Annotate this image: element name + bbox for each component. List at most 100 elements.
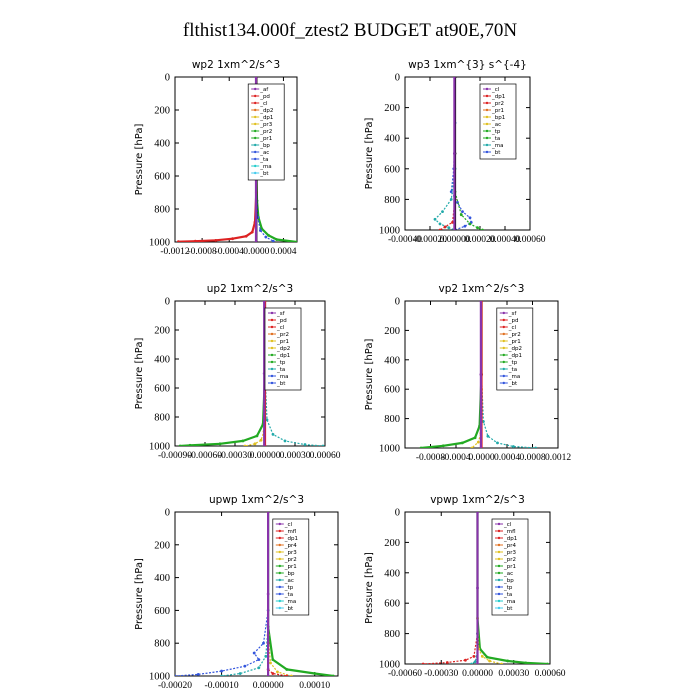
data-point [175,674,177,676]
legend-marker [270,353,274,357]
legend-label: _pr4 [284,543,298,549]
series-line [267,512,287,676]
x-tick-label: -0.00020 [413,235,447,245]
data-point [476,662,479,664]
data-point [214,238,218,242]
data-point [468,216,472,220]
legend-label: _pr4 [503,543,517,549]
data-point [176,240,180,242]
data-point [496,441,499,445]
x-tick-label: -0.0004 [215,247,245,257]
y-tick-label: 600 [154,606,170,617]
y-axis-label: Pressure [hPa] [134,558,145,630]
x-tick-label: 0.0000 [468,453,494,463]
y-tick-label: 1000 [149,238,170,249]
legend-marker [502,381,505,385]
y-axis-label: Pressure [hPa] [134,338,145,410]
data-point [451,220,454,224]
legend-marker [485,115,489,119]
legend-marker [497,571,501,575]
legend-marker [278,585,281,589]
page-title: flthist134.000f_ztest2 BUDGET at90E,70N [182,20,518,41]
series-line [175,512,269,676]
legend-marker [270,367,274,371]
data-point [511,445,515,448]
data-point [244,234,248,238]
data-point [546,662,549,664]
data-point [470,446,474,448]
legend-label: _dp1 [284,536,298,542]
legend-marker [254,122,257,126]
y-tick-label: 0 [165,297,170,308]
legend-marker [502,311,505,315]
series-line [244,301,266,446]
y-axis-label: Pressure [hPa] [364,118,375,190]
data-point [480,655,484,658]
data-point [313,672,317,675]
data-point [470,662,473,664]
legend-marker [502,360,505,364]
data-point [463,224,467,228]
x-tick-label: 0.00060 [535,669,566,679]
legend-label: _bt [284,606,294,612]
data-point [441,210,444,214]
legend-marker [254,164,257,168]
data-point [266,592,270,596]
legend-label: _tp [276,360,286,366]
data-point [265,418,269,422]
y-tick-label: 200 [154,540,170,551]
legend-label: _tp [491,129,501,135]
legend-label: _mfl [503,529,516,535]
legend-label: _sf [276,311,286,317]
y-tick-label: 800 [154,639,170,650]
legend-marker [254,101,257,105]
y-tick-label: 600 [154,172,170,183]
legend-marker [254,136,257,140]
data-point [452,152,456,155]
x-tick-label: -0.0008 [416,453,446,463]
panel-title: upwp 1xm^2/s^3 [209,494,304,506]
data-point [482,420,485,423]
data-point [241,439,245,443]
y-tick-label: 1000 [149,442,170,453]
x-tick-label: -0.00040 [388,235,422,245]
data-point [421,662,425,664]
y-tick-label: 0 [395,508,400,519]
legend: _sf_pd_cl_pr2_pr1_dp2_dp1_tp_ta_ma_bt [264,307,302,391]
legend: _cl_mfl_dp1_pr4_pr3_pr2_pr1_bp_ac_tp_ta_… [272,518,310,616]
chart-panel-1: wp2 1xm^2/s^3 Pressure [hPa] 0 200 400 600 800… [134,59,298,257]
data-point [271,658,275,661]
data-point [271,672,275,675]
data-point [473,436,477,440]
series-line [423,512,479,664]
x-tick-label: -0.0012 [160,247,190,257]
y-tick-label: 800 [384,195,400,206]
legend-label: _tp [284,585,294,591]
legend-marker [278,578,281,582]
data-point [452,77,456,79]
legend-marker [254,157,257,161]
legend-marker [254,115,257,119]
plot-frame [174,300,326,447]
legend-marker [254,108,257,112]
legend-marker [278,599,281,603]
y-tick-label: 600 [384,385,400,396]
y-tick-label: 200 [384,103,400,114]
legend-marker [485,143,489,147]
legend-marker [278,550,281,554]
y-axis-label: Pressure [hPa] [134,124,145,196]
legend-marker [497,606,501,610]
data-point [476,226,479,230]
legend-label: _ac [503,571,513,577]
chart-panel-6: vpwp 1xm^2/s^3 Pressure [hPa] 0 200 400 600 80… [364,494,566,679]
data-point [252,651,256,655]
legend-marker [278,522,281,526]
chart-panel-2: wp3 1xm^{3} s^{-4} Pressure [hPa] 0 200 400 6… [364,59,546,245]
legend-label: _dp2 [259,108,273,114]
data-point [303,443,307,446]
legend-marker [270,325,274,329]
legend-label: _pr1 [259,136,272,142]
legend-marker [485,94,489,98]
series-line [450,77,473,230]
